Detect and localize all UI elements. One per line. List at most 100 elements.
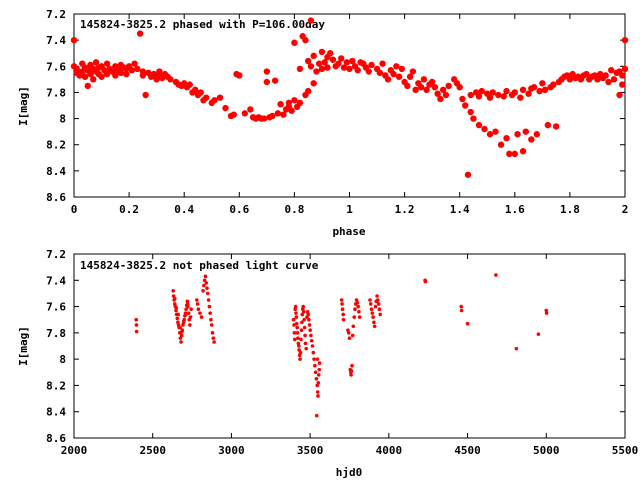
- unphased-plot-point: [368, 302, 373, 306]
- phased-plot-point: [541, 86, 549, 94]
- phased-plot-point: [167, 76, 174, 83]
- phased-plot-point: [533, 131, 541, 138]
- unphased-plot-point: [189, 307, 193, 312]
- unphased-plot-point: [311, 350, 316, 355]
- unphased-plot-point: [317, 361, 322, 365]
- unphased-plot-point: [179, 340, 183, 344]
- phased-plot-point: [368, 61, 375, 69]
- unphased-plot-point: [211, 336, 216, 340]
- unphased-plot-point: [303, 333, 307, 338]
- phased-plot-point: [338, 55, 345, 62]
- unphased-plot-point: [205, 286, 209, 290]
- phased-plot-point: [81, 73, 89, 80]
- unphased-plot-point: [423, 279, 428, 284]
- unphased-plot-point: [297, 348, 301, 352]
- unphased-plot-point: [544, 311, 549, 315]
- phased-plot-xtick-label: 2: [622, 203, 629, 216]
- phased-plot-point: [467, 91, 474, 99]
- phased-plot-point: [274, 110, 282, 117]
- unphased-plot-ytick-label: 7.8: [46, 327, 66, 340]
- phased-plot-point: [304, 57, 312, 65]
- unphased-plot-point: [313, 363, 317, 368]
- unphased-plot-point: [171, 289, 175, 293]
- unphased-plot-point: [302, 317, 306, 322]
- unphased-plot-point: [351, 324, 356, 329]
- phased-plot-point: [417, 84, 425, 91]
- unphased-plot-xtick-label: 2500: [139, 444, 166, 457]
- unphased-plot-point: [198, 311, 202, 315]
- unphased-plot-point: [174, 306, 179, 310]
- unphased-plot-point: [201, 289, 205, 293]
- unphased-plot-point: [315, 357, 320, 361]
- unphased-plot-point: [514, 346, 519, 351]
- unphased-plot-xtick-label: 4000: [376, 444, 403, 457]
- unphased-plot-ytick-label: 8.6: [46, 432, 66, 445]
- unphased-plot-point: [315, 390, 320, 394]
- phased-plot-xtick-label: 0: [71, 203, 78, 216]
- phased-plot-point: [583, 70, 590, 78]
- phased-plot-ytick-label: 8: [59, 113, 66, 126]
- phased-plot-point: [346, 65, 353, 73]
- unphased-plot-point: [199, 315, 204, 319]
- phased-plot-xtick-label: 1: [346, 203, 353, 216]
- unphased-plot-points: [134, 273, 549, 418]
- unphased-plot-point: [350, 333, 355, 338]
- unphased-plot-point: [207, 304, 212, 309]
- phased-plot-title: 145824-3825.2 phased with P=106.00day: [80, 18, 325, 31]
- unphased-plot-point: [378, 312, 382, 317]
- phased-plot-point: [539, 80, 546, 87]
- unphased-plot-ylabel: I[mag]: [17, 326, 30, 366]
- unphased-plot-point: [372, 320, 376, 325]
- phased-plot-point: [142, 91, 149, 99]
- phased-plot-point: [92, 59, 100, 66]
- phased-plot-point: [103, 60, 111, 67]
- phased-plot-point: [123, 70, 130, 78]
- unphased-plot-point: [296, 336, 300, 340]
- unphased-plot-point: [536, 332, 541, 336]
- phased-plot-point: [70, 36, 78, 44]
- unphased-plot-point: [188, 323, 192, 327]
- phased-plot-point: [492, 128, 499, 135]
- phased-plot-point: [335, 60, 342, 67]
- phased-plot-point: [412, 86, 419, 94]
- phased-plot-point: [302, 36, 309, 44]
- phased-plot-point: [211, 97, 218, 104]
- phased-plot-point: [112, 72, 119, 79]
- unphased-plot-point: [186, 311, 191, 315]
- phased-plot-point: [349, 57, 356, 65]
- phased-plot-point: [475, 93, 483, 100]
- unphased-plot-point: [185, 302, 190, 306]
- phased-plot-point: [536, 87, 543, 95]
- unphased-plot-point: [195, 302, 200, 306]
- unphased-plot-point: [134, 329, 139, 334]
- phased-plot-point: [131, 60, 138, 67]
- unphased-plot-point: [350, 363, 354, 368]
- unphased-plot-point: [316, 394, 320, 398]
- phased-plot-point: [291, 97, 298, 104]
- phased-plot-point: [475, 121, 483, 129]
- phased-plot-xtick-label: 0.2: [119, 203, 139, 216]
- phased-plot-point: [619, 81, 626, 88]
- phased-plot-point: [525, 90, 532, 97]
- phased-plot-point: [442, 91, 450, 99]
- unphased-plot-point: [206, 298, 211, 302]
- unphased-plot-point: [304, 346, 309, 351]
- unphased-plot-ticks: 2000 2500 3000 3500 4000 4500 5000 5500 7.2 7.4 7.…: [46, 248, 638, 457]
- unphased-plot-ytick-label: 7.4: [46, 274, 66, 287]
- phased-plot-point: [139, 72, 147, 79]
- phased-plot-xtick-label: 1.6: [505, 203, 525, 216]
- unphased-plot: 145824-3825.2 not phased light curve hjd…: [17, 248, 638, 479]
- unphased-plot-point: [292, 337, 297, 342]
- unphased-plot-point: [295, 325, 300, 330]
- unphased-plot-ytick-label: 8.2: [46, 379, 66, 392]
- phased-plot-xlabel: phase: [332, 225, 365, 238]
- phased-plot-point: [619, 72, 626, 79]
- unphased-plot-point: [347, 336, 352, 340]
- unphased-plot-point: [349, 369, 354, 373]
- phased-plot-point: [550, 81, 557, 88]
- phased-plot-point: [90, 76, 97, 83]
- phased-plot-point: [406, 73, 414, 80]
- phased-plot-point: [87, 70, 94, 78]
- unphased-plot-point: [293, 304, 298, 309]
- phased-plot-point: [241, 110, 249, 117]
